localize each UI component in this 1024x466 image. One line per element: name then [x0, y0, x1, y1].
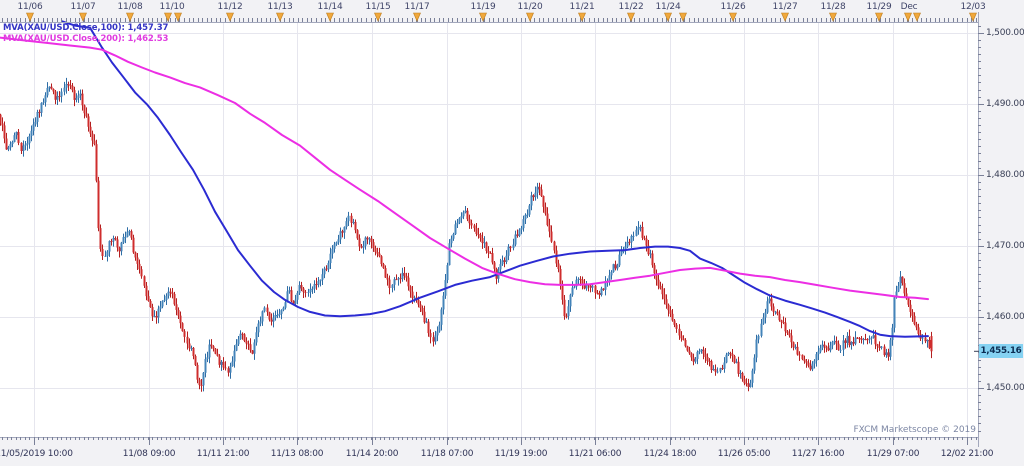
current-price-badge: 1,455.16	[979, 344, 1023, 359]
date-label: 11/24	[655, 2, 681, 12]
day-marker-icon	[627, 12, 635, 22]
date-label: 11/12	[217, 2, 243, 12]
day-marker-icon	[164, 12, 172, 22]
price-label: 1,480.00	[986, 169, 1024, 180]
date-label: 11/21	[569, 2, 595, 12]
time-label: 12/02 21:00	[940, 449, 994, 459]
indicator-legend: MVA(XAU/USD.Close,100): 1,457.37 MVA(XAU…	[3, 23, 168, 45]
top-date-axis[interactable]: 11/06 11/07 11/08 11/10 11/12 11/13 11/14 11/15…	[0, 0, 1024, 22]
day-marker-icon	[126, 12, 134, 22]
candles	[0, 77, 933, 392]
date-label: 11/27	[772, 2, 798, 12]
price-label: 1,450.00	[986, 382, 1024, 393]
price-ticks	[978, 26, 984, 432]
day-marker-icon	[479, 12, 487, 22]
day-marker-icon	[413, 12, 421, 22]
date-label: 12/03	[960, 2, 986, 12]
date-label: 11/26	[720, 2, 746, 12]
date-label: 11/07	[70, 2, 96, 12]
time-label: 11/24 18:00	[643, 449, 697, 459]
date-label: 11/28	[820, 2, 846, 12]
date-label: 11/19	[470, 2, 496, 12]
time-label: 11/14 20:00	[345, 449, 399, 459]
day-marker-icon	[578, 12, 586, 22]
day-marker-icon	[679, 12, 687, 22]
plot-area[interactable]	[0, 22, 978, 437]
day-marker-icon	[913, 12, 921, 22]
price-label: 1,460.00	[986, 311, 1024, 322]
watermark: FXCM Marketscope © 2019	[853, 425, 976, 435]
day-marker-icon	[276, 12, 284, 22]
date-label: 11/29	[866, 2, 892, 12]
day-marker-icon	[374, 12, 382, 22]
ma200-line	[0, 36, 929, 301]
time-label: 11/13 08:00	[270, 449, 324, 459]
time-label: 11/21 06:00	[568, 449, 622, 459]
time-label: 11/05/2019 10:00	[0, 449, 73, 459]
time-label: 11/26 05:00	[717, 449, 771, 459]
price-label: 1,490.00	[986, 98, 1024, 109]
date-label: 11/08	[117, 2, 143, 12]
date-label: 11/06	[17, 2, 43, 12]
price-label: 1,470.00	[986, 240, 1024, 251]
day-markers	[26, 12, 977, 22]
time-label: 11/18 07:00	[420, 449, 474, 459]
day-marker-icon	[226, 12, 234, 22]
price-axis[interactable]: 1,500.00 1,490.00 1,480.00 1,470.00 1,460.00…	[978, 0, 1024, 466]
ma100-line	[61, 20, 929, 338]
date-label: 11/14	[317, 2, 343, 12]
time-label: 11/19 19:00	[494, 449, 548, 459]
time-label: 11/11 21:00	[196, 449, 250, 459]
time-label: 11/08 09:00	[122, 449, 176, 459]
date-label: 11/22	[618, 2, 644, 12]
date-label: 11/13	[267, 2, 293, 12]
date-label: 11/15	[365, 2, 391, 12]
day-marker-icon	[781, 12, 789, 22]
ma200-legend-line: MVA(XAU/USD.Close,200): 1,462.53	[3, 34, 169, 44]
date-label: 11/10	[159, 2, 185, 12]
date-label: Dec	[900, 2, 918, 12]
day-marker-icon	[26, 12, 34, 22]
day-marker-icon	[829, 12, 837, 22]
bottom-time-axis[interactable]: 11/05/2019 10:00 11/08 09:00 11/11 21:00 11…	[0, 437, 1024, 466]
day-marker-icon	[969, 12, 977, 22]
date-label: 11/20	[517, 2, 543, 12]
price-label: 1,500.00	[986, 27, 1024, 38]
day-marker-icon	[904, 12, 912, 22]
time-label: 11/29 07:00	[866, 449, 920, 459]
day-marker-icon	[526, 12, 534, 22]
ma100-legend-line: MVA(XAU/USD.Close,100): 1,457.37	[3, 23, 169, 33]
day-marker-icon	[664, 12, 672, 22]
day-marker-icon	[174, 12, 182, 22]
time-label: 11/27 16:00	[791, 449, 845, 459]
day-marker-icon	[79, 12, 87, 22]
day-marker-icon	[729, 12, 737, 22]
date-label: 11/17	[404, 2, 430, 12]
bottom-ticks	[2, 437, 977, 445]
day-marker-icon	[875, 12, 883, 22]
day-marker-icon	[326, 12, 334, 22]
